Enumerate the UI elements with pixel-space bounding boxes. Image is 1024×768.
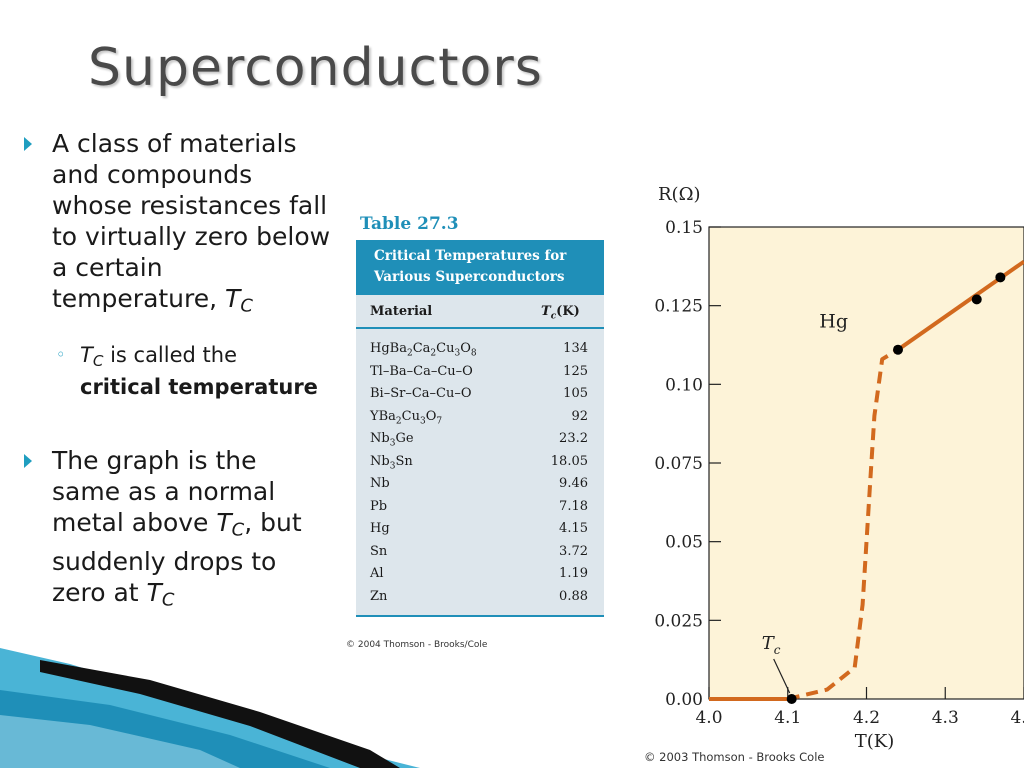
material-cell: Bi–Sr–Ca–Cu–O [370,386,472,401]
material-cell: Zn [370,588,388,604]
material-label: Hg [819,311,848,333]
x-tick-label: 4.0 [695,708,722,728]
y-tick-label: 0.025 [654,611,703,631]
tc-value-cell: 9.46 [559,476,588,491]
resistance-chart: 0.00 0.025 0.05 0.075 0.10 0.125 0.15 4.0 4.1 4.2… [654,184,1024,750]
table-row: Zn 0.88 [356,587,604,610]
column-tc: Tc(K) [541,304,580,322]
tc-value-cell: 18.05 [550,453,588,469]
y-tick-label: 0.00 [665,690,703,710]
y-tick-label: 0.125 [654,297,703,317]
y-tick-label: 0.15 [665,218,703,238]
slide-title: Superconductors [88,38,543,98]
y-tick-label: 0.075 [654,454,703,474]
table-body: HgBa2Ca2Cu3O8 134 Tl–Ba–Ca–Cu–O 125 Bi–Sr–Ca… [356,329,604,617]
x-tick-label: 4.2 [853,708,880,728]
table-header: Critical Temperatures for Various Superc… [356,240,604,295]
tc-value-cell: 0.88 [559,588,588,604]
data-point [893,344,903,355]
material-cell: Sn [370,543,388,559]
tc-value-cell: 134 [563,341,588,356]
chart-copyright: © 2003 Thomson - Brooks Cole [644,750,825,764]
tc-value-cell: 125 [563,363,588,379]
table-label: Table 27.3 [360,214,459,234]
x-tick-label: 4.3 [932,708,959,728]
table-row: Sn 3.72 [356,542,604,565]
table-row: Tl–Ba–Ca–Cu–O 125 [356,362,604,385]
tc-value-cell: 7.18 [559,498,588,514]
table-row: YBa2Cu3O7 92 [356,407,604,430]
bullet-item: A class of materials and compounds whose… [22,128,332,322]
column-material: Material [370,304,433,319]
y-axis-label: R(Ω) [658,184,701,205]
material-cell: HgBa2Ca2Cu3O8 [370,341,477,359]
bullet-arrow-icon [24,454,32,469]
series-line-dashed [787,347,900,701]
bullet-arrow-icon [24,137,32,151]
data-point [786,694,797,704]
table-row: Nb3Ge 23.2 [356,429,604,452]
material-cell: YBa2Cu3O7 [370,408,443,427]
x-tick-label: 4.1 [774,708,801,728]
data-point [995,272,1006,283]
material-cell: Nb3Ge [370,431,414,449]
table-row: Hg 4.15 [356,519,604,542]
material-cell: Nb [370,476,390,491]
table-row: Nb3Sn 18.05 [356,452,604,475]
tc-value-cell: 105 [563,386,588,401]
plot-area [708,226,1024,700]
table-row: HgBa2Ca2Cu3O8 134 [356,339,604,362]
table-row: Pb 7.18 [356,497,604,520]
tc-value-cell: 3.72 [559,543,588,559]
tc-value-cell: 1.19 [559,566,588,581]
y-tick-label: 0.10 [665,375,703,395]
table-row: Bi–Sr–Ca–Cu–O 105 [356,384,604,407]
table-row: Al 1.19 [356,564,604,587]
material-cell: Tl–Ba–Ca–Cu–O [370,363,473,379]
bullet-item: The graph is the same as a normal metal … [22,445,332,615]
x-tick-label: 4.4 [1010,708,1024,728]
tc-value-cell: 92 [571,408,588,424]
superconductor-table: Table 27.3 Critical Temperatures for Var… [356,214,604,617]
tc-pointer-line [773,658,791,694]
tc-label: Tc [762,633,781,657]
bullet-circle-icon: ◦ [56,344,66,364]
tc-value-cell: 23.2 [559,431,588,446]
table-copyright: © 2004 Thomson - Brooks/Cole [346,640,488,650]
data-point [971,294,982,305]
material-cell: Nb3Sn [370,453,413,472]
sub-bullet-item: ◦ TC is called the critical temperature [56,342,318,400]
material-cell: Al [370,566,384,581]
table-column-headers: Material Tc(K) [356,295,604,329]
y-tick-label: 0.05 [665,533,703,553]
material-cell: Pb [370,498,388,514]
material-cell: Hg [370,521,390,536]
bullet-list: A class of materials and compounds whose… [22,128,332,635]
tc-value-cell: 4.15 [559,521,588,536]
table-row: Nb 9.46 [356,474,604,497]
x-axis-label: T(K) [855,731,895,750]
